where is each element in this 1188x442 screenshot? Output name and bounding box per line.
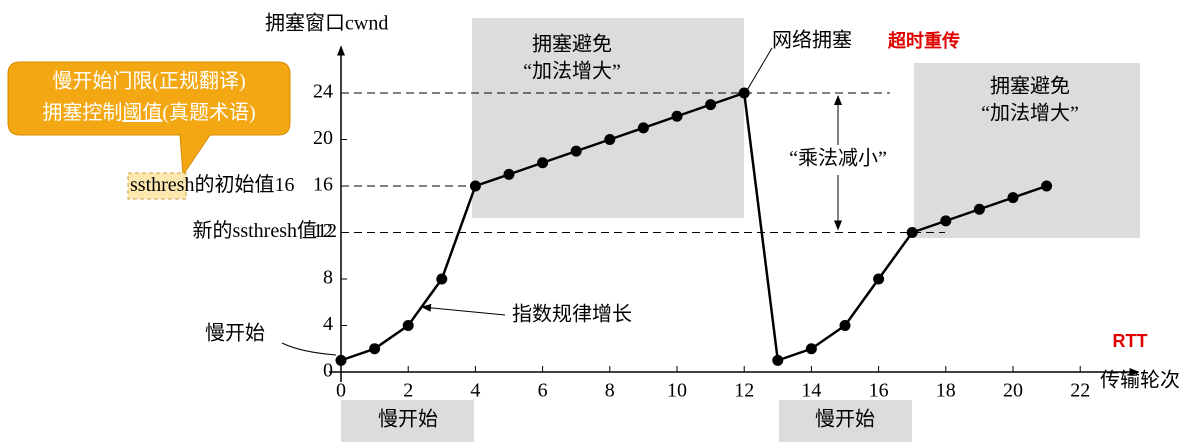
x-tick-label: 12 (734, 380, 754, 402)
data-point (570, 145, 582, 157)
x-axis-unit: RTT (1113, 331, 1148, 351)
callout-text: 阈值 (122, 101, 162, 124)
callout-text: 慢开始门限(正规翻译) (52, 70, 245, 93)
annotation: “加法增大” (981, 102, 1079, 125)
callout-text: 拥塞控制阈值(真题术语) (42, 101, 255, 124)
y-tick-label: 0 (323, 360, 333, 382)
data-point (973, 203, 985, 215)
annotation: 指数规律增长 (512, 303, 632, 326)
data-point (873, 273, 885, 285)
data-point (402, 320, 414, 331)
data-point (604, 134, 616, 145)
annotation: 拥塞避免 (990, 75, 1070, 98)
callout-text: 拥塞控制 (42, 101, 122, 124)
threshold-label: 新的ssthresh值12 (193, 219, 337, 242)
highlight-box (127, 172, 187, 200)
data-point (503, 168, 515, 180)
label-bg (775, 145, 901, 175)
pointer (421, 303, 506, 316)
pointer (745, 47, 773, 93)
x-tick-label: 22 (1070, 380, 1090, 402)
callout-bubble (7, 61, 291, 177)
data-point (805, 343, 817, 355)
data-point (469, 180, 481, 192)
data-point (537, 157, 549, 169)
data-point (637, 122, 649, 134)
annotation: 慢开始 (815, 408, 875, 431)
data-point (940, 215, 952, 227)
data-point (839, 320, 851, 331)
threshold-label: ssthresh (130, 174, 194, 196)
data-point (1041, 180, 1053, 192)
data-point (1007, 192, 1019, 204)
x-tick-label: 20 (1003, 380, 1023, 402)
annotation: 慢开始 (205, 322, 265, 345)
data-point (772, 354, 784, 366)
x-tick-label: 0 (336, 380, 346, 402)
x-axis-label: 传输轮次 (1100, 369, 1180, 392)
x-tick-label: 10 (667, 380, 687, 402)
pointer (281, 342, 337, 356)
annotation: 网络拥塞 (772, 29, 852, 52)
x-tick-label: 2 (403, 380, 413, 402)
region-box (779, 400, 912, 442)
x-tick-label: 4 (470, 380, 480, 402)
y-tick-label: 24 (313, 81, 333, 103)
annotation: 超时重传 (888, 30, 960, 51)
data-point (369, 343, 381, 355)
threshold-label: 的初始值16 (194, 173, 294, 196)
data-point (705, 99, 717, 111)
data-point (906, 227, 918, 238)
data-point (335, 354, 347, 366)
y-axis-label: 拥塞窗口cwnd (265, 12, 388, 35)
y-tick-label: 8 (323, 267, 333, 289)
y-tick-label: 16 (313, 174, 333, 196)
annotation: 拥塞避免 (532, 33, 612, 56)
region-box (472, 18, 744, 218)
y-tick-label: 4 (323, 313, 333, 335)
threshold-label: ssthresh的初始值16 (130, 173, 294, 196)
x-tick-label: 8 (605, 380, 615, 402)
x-tick-label: 18 (936, 380, 956, 402)
annotation: “乘法减小” (789, 147, 887, 170)
data-line (340, 91, 1048, 363)
data-point (671, 110, 683, 122)
data-point (436, 273, 448, 285)
y-tick-label: 12 (313, 220, 333, 242)
annotation: 慢开始 (378, 408, 438, 431)
callout-text: (真题术语) (162, 101, 255, 124)
x-tick-label: 14 (801, 380, 821, 402)
annotation: “加法增大” (523, 60, 621, 83)
region-box (341, 400, 474, 442)
x-tick-label: 6 (538, 380, 548, 402)
y-tick-label: 20 (313, 127, 333, 149)
region-box (914, 63, 1140, 238)
x-tick-label: 16 (869, 380, 889, 402)
